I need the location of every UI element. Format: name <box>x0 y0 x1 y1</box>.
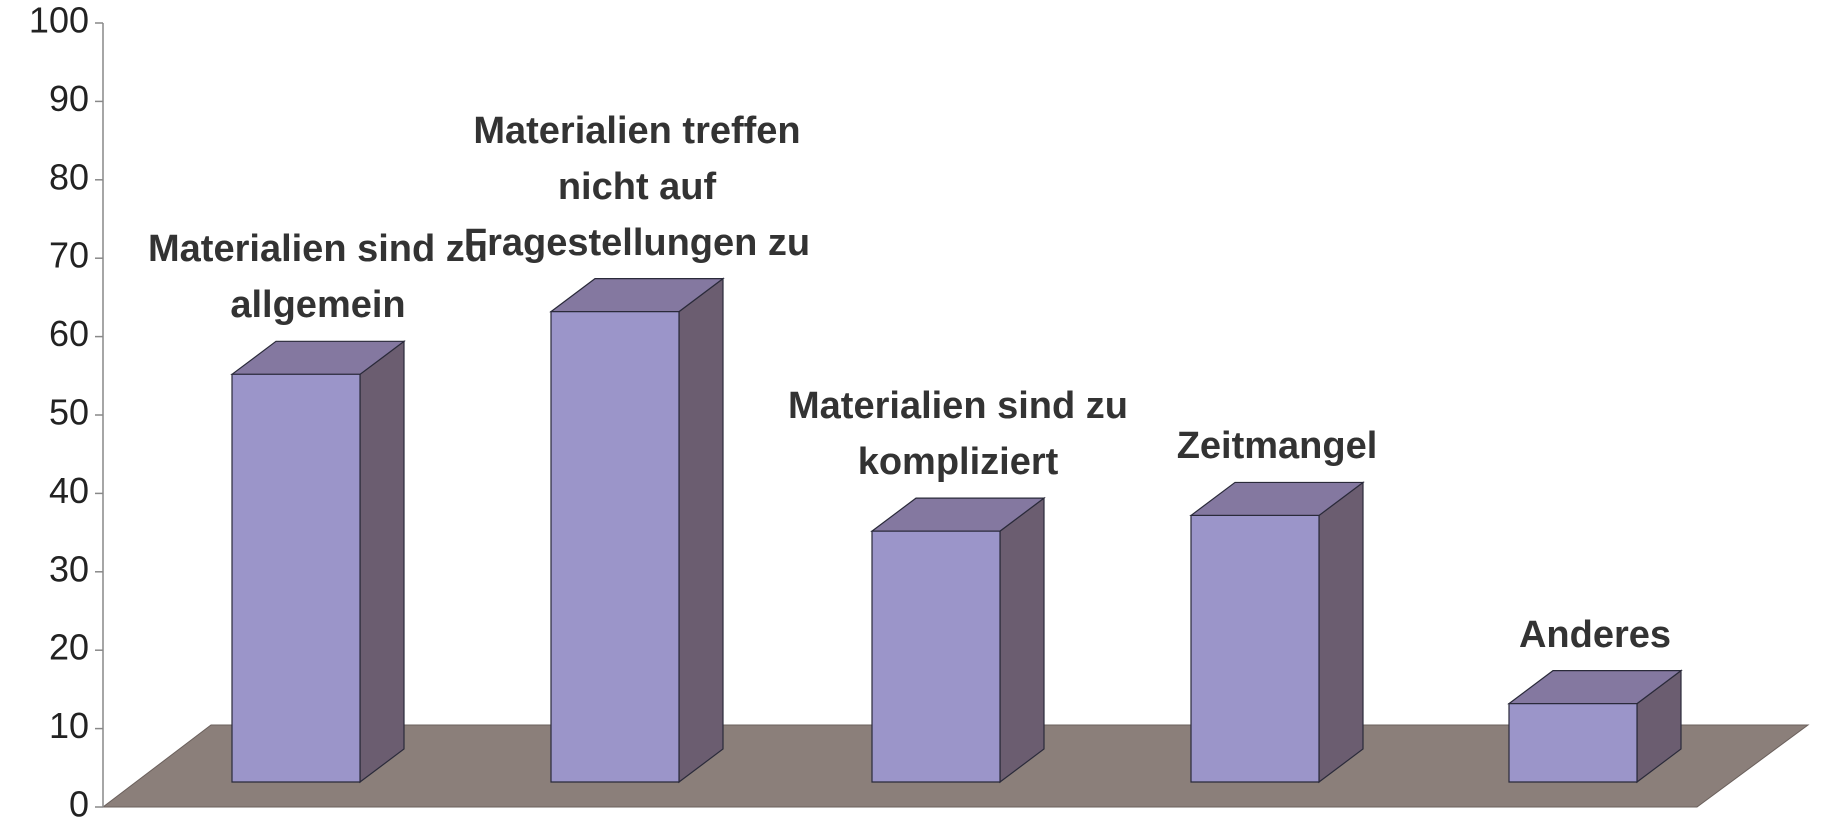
category-label: Zeitmangel <box>1176 425 1378 468</box>
bar-front <box>550 311 680 783</box>
y-tick-label: 60 <box>49 313 89 354</box>
category-label: Anderes <box>1518 613 1672 656</box>
bar-front <box>1508 702 1638 783</box>
y-tick-label: 50 <box>49 392 89 433</box>
bar-side <box>1318 481 1364 784</box>
category-label: Materialien sind zu allgemein <box>148 228 488 327</box>
bar <box>549 277 725 784</box>
bar <box>870 496 1046 784</box>
category-label: Materialien treffen nicht auf Fragestell… <box>463 109 811 264</box>
y-tick-label: 40 <box>49 470 89 511</box>
y-tick-label: 20 <box>49 627 89 668</box>
bar <box>230 340 406 784</box>
y-tick-label: 80 <box>49 156 89 197</box>
bar-side <box>678 277 724 784</box>
y-tick-label: 70 <box>49 235 89 276</box>
y-tick-label: 90 <box>49 78 89 119</box>
bar <box>1189 481 1365 784</box>
category-label: Materialien sind zu kompliziert <box>788 385 1128 484</box>
y-tick-label: 100 <box>29 0 89 41</box>
bar-front <box>1190 514 1320 783</box>
bar <box>1507 669 1683 784</box>
bar-front <box>871 530 1001 783</box>
bar-side <box>359 340 405 784</box>
bar-side <box>999 496 1045 784</box>
y-tick-label: 0 <box>69 784 89 825</box>
y-tick-label: 30 <box>49 548 89 589</box>
y-tick-label: 10 <box>49 705 89 746</box>
bar-front <box>231 373 361 783</box>
